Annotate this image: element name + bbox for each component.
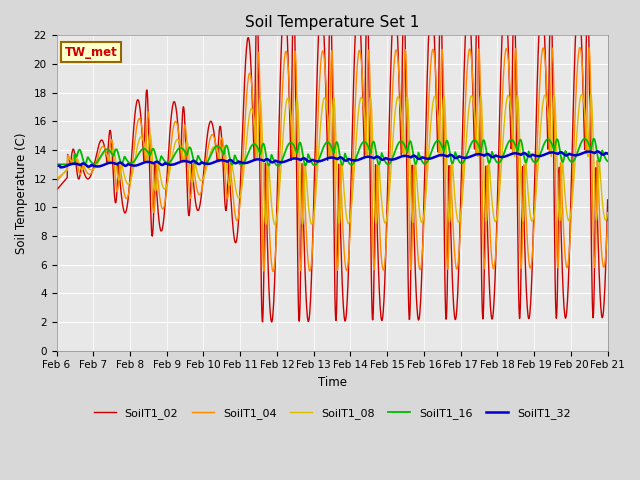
SoilT1_08 (604, 210, 611, 216)
Legend: SoilT1_02, SoilT1_04, SoilT1_08, SoilT1_16, SoilT1_32: SoilT1_02, SoilT1_04, SoilT1_08, SoilT1_… (89, 404, 575, 423)
SoilT1_16 (237, 162, 244, 168)
SoilT1_02 (175, 137, 183, 143)
Y-axis label: Soil Temperature (C): Soil Temperature (C) (15, 132, 28, 254)
SoilT1_02 (490, 301, 498, 307)
X-axis label: Time: Time (317, 376, 347, 389)
SoilT1_04 (237, 192, 244, 198)
SoilT1_04 (576, 45, 584, 50)
Text: TW_met: TW_met (65, 46, 118, 59)
SoilT1_32 (594, 148, 602, 154)
SoilT1_02 (539, 0, 547, 4)
SoilT1_08 (578, 92, 586, 97)
SoilT1_08 (175, 138, 183, 144)
SoilT1_04 (490, 265, 498, 271)
Line: SoilT1_16: SoilT1_16 (56, 139, 607, 166)
SoilT1_16 (162, 159, 170, 165)
Title: Soil Temperature Set 1: Soil Temperature Set 1 (245, 15, 419, 30)
SoilT1_08 (52, 176, 60, 181)
SoilT1_08 (539, 103, 547, 109)
SoilT1_04 (604, 219, 611, 225)
SoilT1_32 (57, 165, 65, 170)
SoilT1_02 (52, 187, 60, 193)
SoilT1_32 (237, 160, 245, 166)
SoilT1_16 (490, 154, 498, 160)
SoilT1_08 (237, 191, 244, 197)
SoilT1_08 (490, 215, 498, 220)
SoilT1_08 (418, 220, 426, 226)
SoilT1_02 (604, 197, 611, 203)
SoilT1_04 (52, 179, 60, 184)
SoilT1_32 (490, 154, 498, 160)
SoilT1_16 (52, 161, 60, 167)
SoilT1_32 (175, 159, 183, 165)
SoilT1_32 (162, 161, 170, 167)
SoilT1_16 (539, 145, 547, 151)
SoilT1_04 (418, 256, 426, 262)
SoilT1_16 (590, 136, 598, 142)
SoilT1_08 (271, 222, 278, 228)
SoilT1_02 (237, 173, 244, 179)
Line: SoilT1_04: SoilT1_04 (56, 48, 607, 272)
SoilT1_04 (269, 269, 277, 275)
SoilT1_32 (418, 155, 426, 160)
SoilT1_02 (162, 193, 170, 199)
SoilT1_02 (268, 319, 276, 325)
SoilT1_04 (539, 47, 547, 52)
Line: SoilT1_02: SoilT1_02 (56, 0, 607, 322)
SoilT1_32 (604, 151, 611, 156)
Line: SoilT1_08: SoilT1_08 (56, 95, 607, 225)
SoilT1_04 (162, 195, 170, 201)
SoilT1_16 (418, 158, 426, 164)
SoilT1_16 (274, 163, 282, 168)
SoilT1_08 (162, 185, 170, 191)
SoilT1_16 (604, 158, 611, 164)
SoilT1_32 (539, 153, 547, 158)
SoilT1_16 (175, 145, 183, 151)
SoilT1_32 (52, 163, 60, 168)
SoilT1_04 (175, 132, 183, 138)
Line: SoilT1_32: SoilT1_32 (56, 151, 607, 168)
SoilT1_02 (418, 268, 426, 274)
